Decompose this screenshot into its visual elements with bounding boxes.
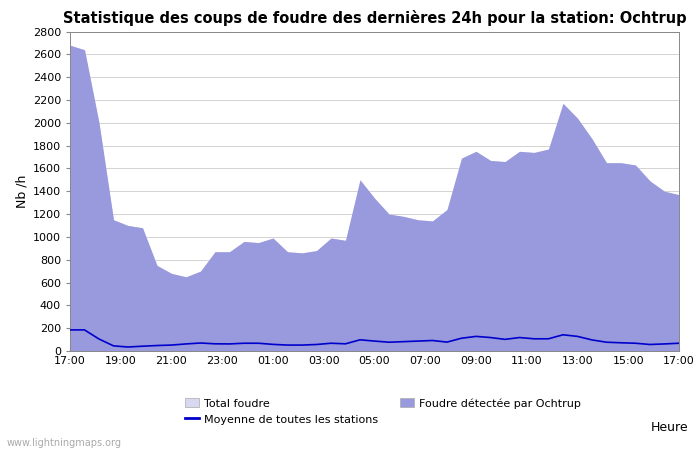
Title: Statistique des coups de foudre des dernières 24h pour la station: Ochtrup: Statistique des coups de foudre des dern… xyxy=(63,10,686,26)
Y-axis label: Nb /h: Nb /h xyxy=(15,175,29,208)
Legend: Total foudre, Moyenne de toutes les stations, Foudre détectée par Ochtrup: Total foudre, Moyenne de toutes les stat… xyxy=(186,398,581,425)
Text: www.lightningmaps.org: www.lightningmaps.org xyxy=(7,438,122,448)
Text: Heure: Heure xyxy=(651,421,689,434)
